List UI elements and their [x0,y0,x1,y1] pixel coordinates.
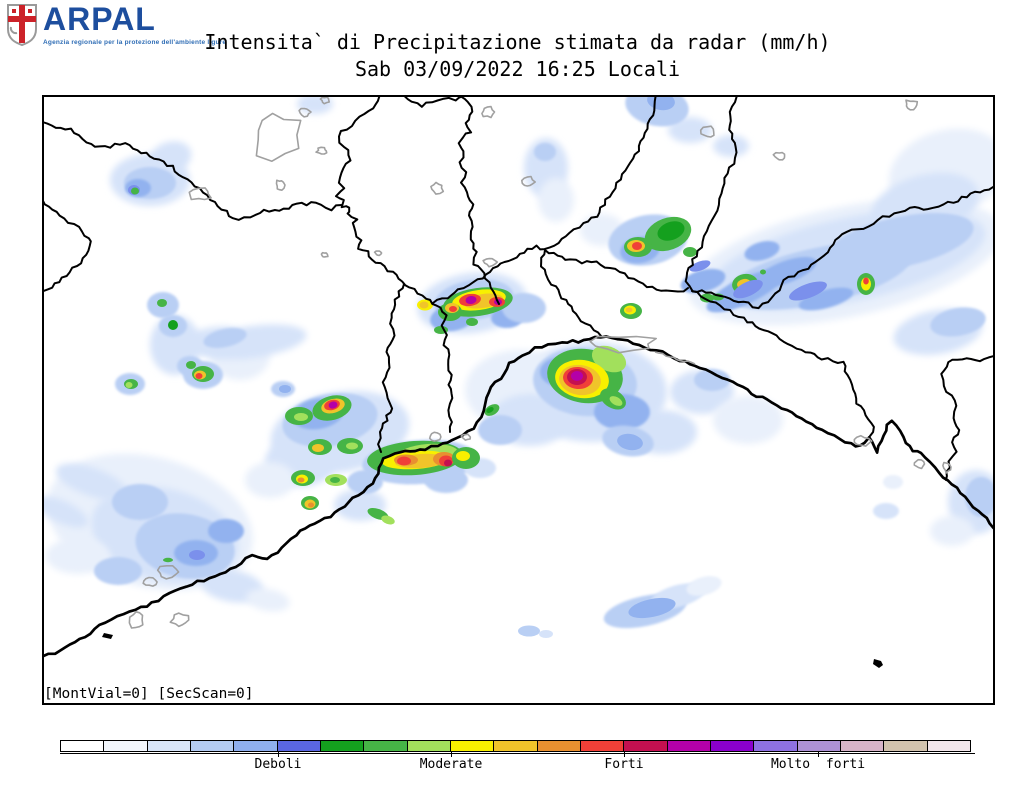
legend-segment-12 [579,741,624,751]
urban-area-outline [905,99,919,111]
urban-area-outline [913,458,926,470]
legend-axis-line [60,753,975,754]
urban-area-outline [188,187,212,201]
province-border [432,97,657,304]
urban-area-outline [373,250,383,257]
legend-label-moderate: Moderate [419,757,483,772]
radar-map-canvas [42,95,995,705]
urban-coast-strip [654,351,696,365]
legend-segment-10 [493,741,537,751]
page-title-block: Intensita` di Precipitazione stimata da … [0,30,1035,81]
legend-segment-5 [276,741,320,751]
page-title: Intensita` di Precipitazione stimata da … [204,30,831,54]
urban-area-outline [315,146,328,155]
legend-tick-3 [818,752,819,757]
province-border [335,97,454,433]
urban-area-outline [298,107,312,118]
legend-segment-16 [753,741,797,751]
province-border [691,290,875,437]
page-subtitle-datetime: Sab 03/09/2022 16:25 Locali [354,57,681,81]
legend-segment-18 [839,741,884,751]
legend-segment-11 [536,741,580,751]
urban-area-outline [142,576,158,587]
urban-area-outline [128,611,144,629]
legend-segment-1 [103,741,147,751]
coastline [44,335,993,658]
legend-tick-0 [278,752,279,757]
urban-area-outline [481,105,496,119]
urban-area-outline [589,335,657,354]
legend-segment-13 [623,741,667,751]
legend-tick-2 [624,752,625,757]
legend-segment-8 [406,741,450,751]
legend-colorbar [60,740,971,752]
legend-segment-7 [363,741,407,751]
admin-borders-layer [44,97,993,658]
legend-segment-4 [233,741,277,751]
urban-area-outline [430,181,445,195]
logo-tagline: Agenzia regionale per la protezione dell… [43,39,227,46]
province-border [403,97,500,305]
urban-area-outline [255,112,302,162]
map-status-text: [MontVial=0] [SecScan=0] [44,686,254,702]
urban-area-outline [320,251,329,258]
arpal-shield-icon [7,4,37,47]
province-border [44,121,343,221]
legend-segment-14 [666,741,710,751]
province-border [540,249,602,337]
legend-segment-15 [709,741,754,751]
province-border [544,249,689,293]
province-border [377,283,405,453]
precipitation-layer [44,97,993,638]
legend-segment-2 [146,741,190,751]
urban-outlines-layer [128,97,952,629]
legend-segment-0 [61,741,104,751]
urban-area-outline [428,431,442,442]
legend-segment-6 [319,741,364,751]
legend-tick-1 [451,752,452,757]
urban-area-outline [853,434,873,447]
urban-area-outline [699,125,715,138]
legend-segment-9 [449,741,494,751]
urban-area-outline [156,565,180,580]
radar-map: [MontVial=0] [SecScan=0] [42,95,995,705]
legend-segment-19 [883,741,927,751]
province-border [940,355,993,481]
urban-area-outline [482,257,499,268]
urban-area-outline [772,151,786,161]
legend-label-molto-forti: Molto forti [770,757,866,772]
urban-area-outline [460,433,472,441]
urban-area-outline [275,179,286,191]
urban-area-outline [169,612,190,628]
map-frame [42,95,995,705]
legend-label-forti: Forti [604,757,644,772]
legend-segment-20 [926,741,970,751]
arpal-logo: ARPAL Agenzia regionale per la protezion… [6,3,226,47]
legend-segment-3 [189,741,234,751]
urban-area-outline [942,461,952,474]
province-border [44,200,92,292]
urban-area-outline [521,175,536,187]
urban-area-outline [319,97,330,105]
province-border [684,97,993,310]
logo-text: ARPAL [43,1,156,37]
legend-segment-17 [796,741,840,751]
legend-label-deboli: Deboli [254,757,302,772]
